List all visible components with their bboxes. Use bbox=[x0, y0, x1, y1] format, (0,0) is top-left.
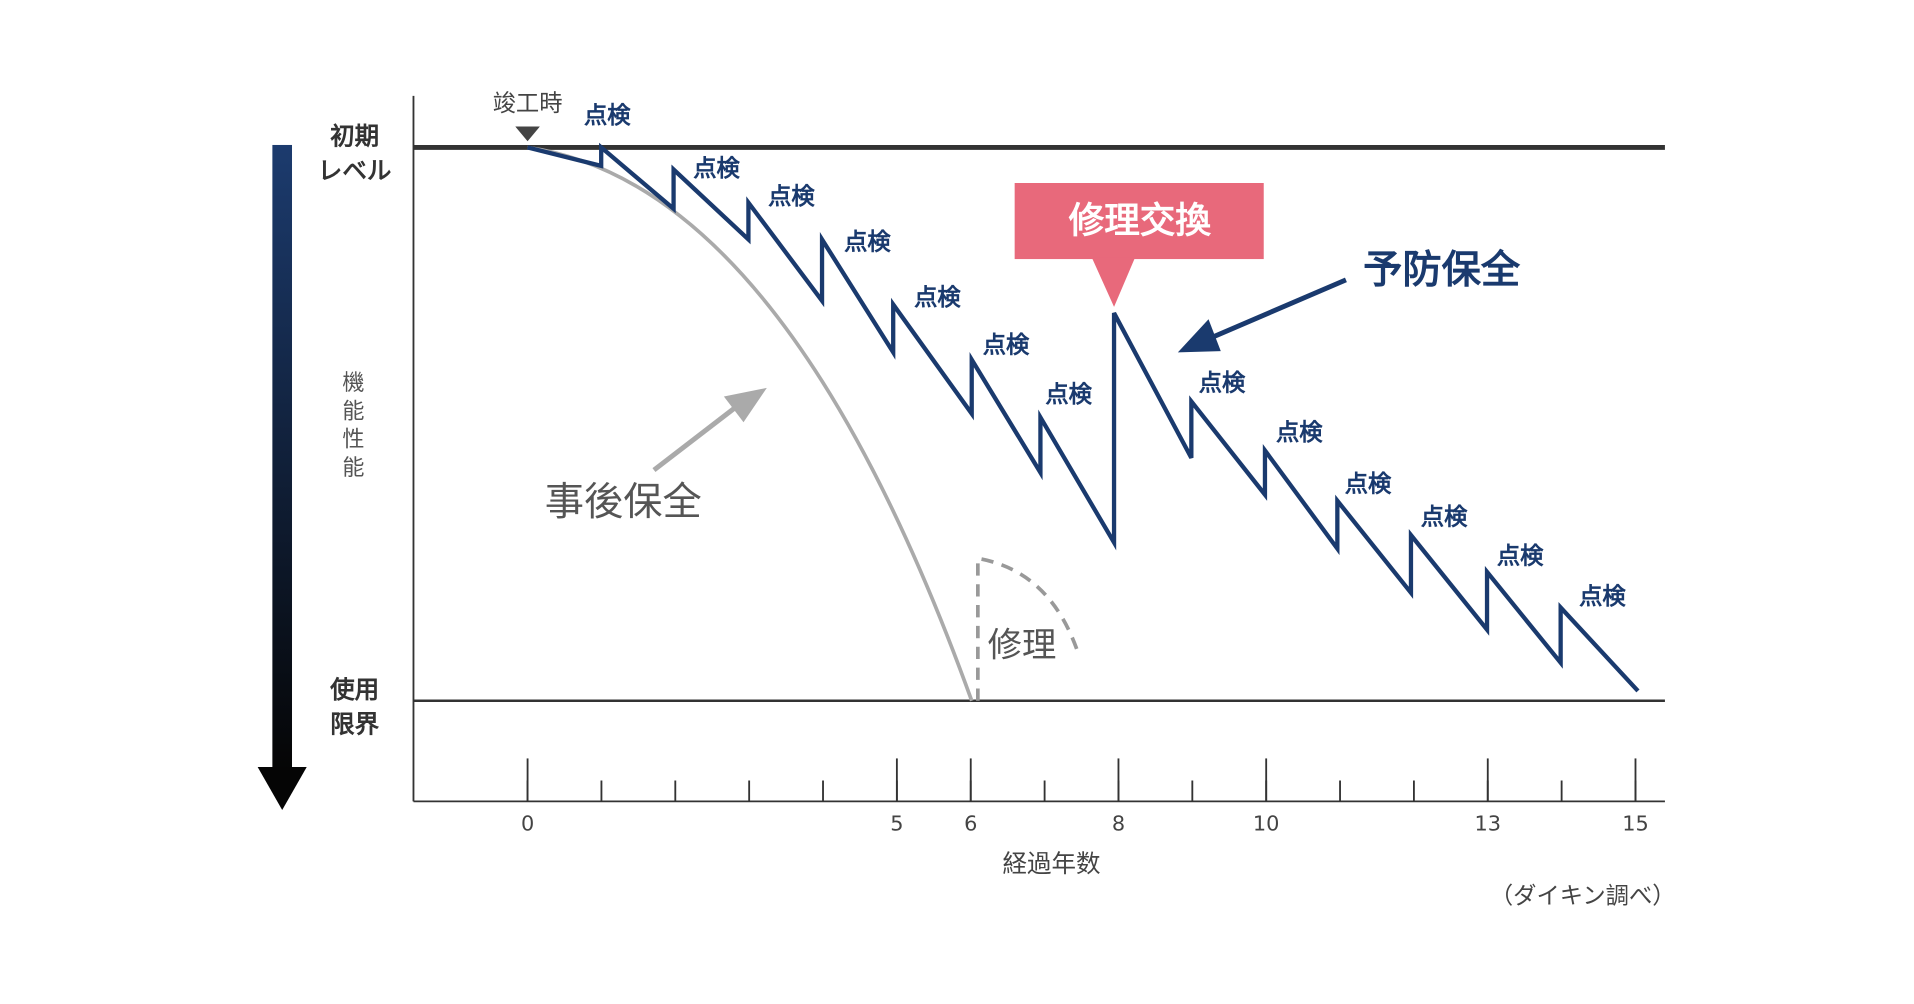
x-tick-label: 13 bbox=[1475, 812, 1502, 836]
completion-marker bbox=[515, 126, 540, 142]
inspection-label: 点検 bbox=[1345, 470, 1392, 497]
inspection-label: 点検 bbox=[1497, 543, 1544, 570]
x-tick-label: 8 bbox=[1112, 812, 1125, 836]
level-bottom-1: 使用 bbox=[329, 675, 379, 704]
x-tick-label: 15 bbox=[1622, 812, 1649, 836]
axis-arrow-head bbox=[257, 767, 307, 810]
level-top-1: 初期 bbox=[330, 122, 379, 151]
callout-label: 修理交換 bbox=[1068, 200, 1212, 241]
x-tick-label: 6 bbox=[964, 812, 977, 836]
y-label-char: 能 bbox=[342, 399, 364, 424]
y-label-char: 性 bbox=[342, 428, 364, 453]
level-top-2: レベル bbox=[318, 156, 392, 185]
inspection-label: 点検 bbox=[584, 102, 631, 129]
completion-label: 竣工時 bbox=[493, 90, 563, 117]
reactive-arrow-head bbox=[723, 387, 767, 423]
y-label-char: 能 bbox=[342, 456, 364, 481]
level-bottom-2: 限界 bbox=[330, 709, 380, 738]
preventive-arrow bbox=[1207, 277, 1347, 342]
inspection-label: 点検 bbox=[693, 155, 740, 182]
repair-arc bbox=[976, 556, 1079, 701]
reactive-label: 事後保全 bbox=[545, 480, 702, 525]
inspection-label: 点検 bbox=[914, 284, 961, 311]
inspection-label: 点検 bbox=[844, 229, 891, 256]
inspection-label: 点検 bbox=[768, 183, 815, 210]
preventive-arrow-head bbox=[1177, 319, 1221, 353]
x-tick-label: 0 bbox=[521, 812, 534, 836]
x-axis-label: 経過年数 bbox=[1002, 849, 1100, 878]
callout-box bbox=[1014, 183, 1264, 260]
axis-arrow-shaft bbox=[272, 144, 293, 771]
callout-tail bbox=[1091, 257, 1135, 307]
reactive-curve bbox=[527, 145, 974, 702]
inspection-label: 点検 bbox=[1199, 370, 1246, 397]
source-note: （ダイキン調べ） bbox=[1490, 883, 1676, 910]
repair-label: 修理 bbox=[988, 625, 1057, 665]
y-axis-label: 機 能 性 能 bbox=[342, 371, 364, 481]
inspection-label: 点検 bbox=[1579, 583, 1626, 610]
inspection-label: 点検 bbox=[1045, 381, 1092, 408]
x-tick-label: 5 bbox=[890, 812, 903, 836]
inspection-label: 点検 bbox=[1421, 503, 1468, 530]
reactive-arrow bbox=[652, 406, 736, 473]
preventive-line bbox=[527, 142, 1640, 693]
preventive-label: 予防保全 bbox=[1363, 247, 1521, 293]
inspection-label: 点検 bbox=[983, 332, 1030, 359]
y-label-char: 機 bbox=[342, 371, 364, 396]
inspection-label: 点検 bbox=[1276, 419, 1323, 446]
x-tick-label: 10 bbox=[1253, 812, 1280, 836]
